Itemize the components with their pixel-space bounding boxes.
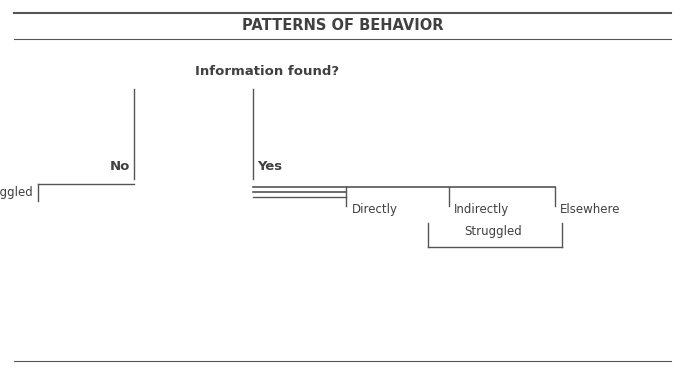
Text: Struggled: Struggled <box>464 225 522 238</box>
Text: Directly: Directly <box>351 203 397 216</box>
Text: Indirectly: Indirectly <box>454 203 510 216</box>
Text: No: No <box>110 160 130 173</box>
Text: PATTERNS OF BEHAVIOR: PATTERNS OF BEHAVIOR <box>242 18 443 33</box>
Text: Yes: Yes <box>257 160 282 173</box>
Text: Elsewhere: Elsewhere <box>560 203 621 216</box>
Text: Information found?: Information found? <box>195 65 339 78</box>
Text: Struggled: Struggled <box>0 186 33 199</box>
